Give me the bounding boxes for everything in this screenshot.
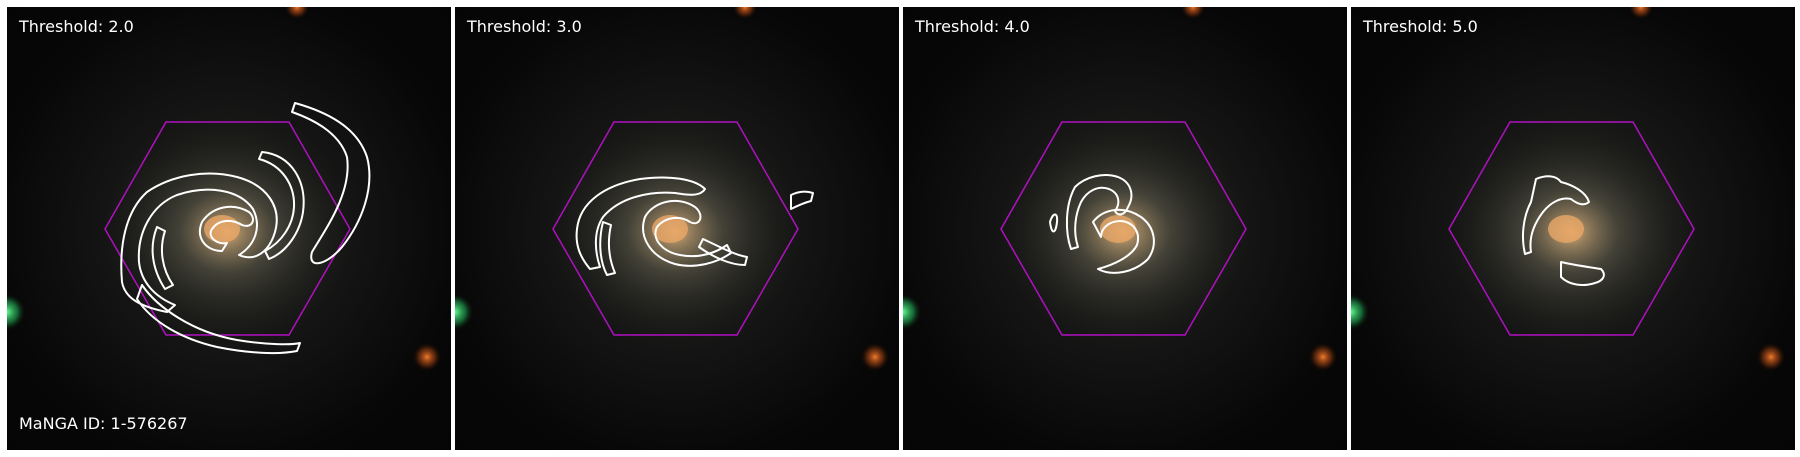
contour-outer-arm <box>291 102 371 265</box>
green-star <box>1351 294 1369 330</box>
galaxy-core <box>1100 215 1136 243</box>
threshold-label: Threshold: 2.0 <box>19 17 134 36</box>
threshold-panel-2: Threshold: 3.0 <box>455 7 899 450</box>
orange-star-top <box>1181 7 1205 19</box>
contour-lower-arm <box>136 284 301 355</box>
contour-lower-arm <box>1092 208 1155 274</box>
contour-group <box>1522 175 1605 286</box>
green-star <box>7 294 25 330</box>
galaxy-core <box>204 215 240 243</box>
green-star <box>455 294 473 330</box>
contour-small-blob <box>790 190 814 210</box>
contour-upper-arm <box>1522 175 1590 255</box>
threshold-panel-4: Threshold: 5.0 <box>1351 7 1795 450</box>
contour-group <box>120 102 371 355</box>
orange-star-top <box>1629 7 1653 19</box>
contour-core-arm <box>199 205 254 252</box>
orange-star <box>861 343 889 371</box>
ifu-hexagon <box>552 121 799 336</box>
threshold-label: Threshold: 5.0 <box>1363 17 1478 36</box>
galaxy-image-4 <box>1351 7 1785 371</box>
contour-left-strand <box>151 226 174 290</box>
contour-small-blob <box>1049 213 1059 233</box>
threshold-panel-3: Threshold: 4.0 <box>903 7 1347 450</box>
contour-upper-arm <box>575 176 706 270</box>
contour-core-spiral <box>642 199 732 267</box>
threshold-label: Threshold: 4.0 <box>915 17 1030 36</box>
orange-star-top <box>733 7 757 19</box>
contour-upper-arm <box>1065 174 1133 250</box>
threshold-panel-1: Threshold: 2.0 MaNGA ID: 1-576267 <box>7 7 451 450</box>
galaxy-image-3 <box>903 7 1337 371</box>
contour-lower-arm <box>1560 261 1605 286</box>
contour-group <box>1049 174 1155 274</box>
green-star <box>903 294 921 330</box>
contour-right-blob <box>698 238 748 266</box>
orange-star <box>1757 343 1785 371</box>
ifu-hexagon <box>1448 121 1695 336</box>
galaxy-core <box>1548 215 1584 243</box>
ifu-hexagon <box>104 121 351 336</box>
threshold-label: Threshold: 3.0 <box>467 17 582 36</box>
contour-group <box>575 176 814 276</box>
orange-star-top <box>285 7 309 19</box>
ifu-hexagon <box>1000 121 1247 336</box>
contour-inner-spiral <box>120 172 278 313</box>
manga-id-label: MaNGA ID: 1-576267 <box>19 414 188 433</box>
galaxy-image-2 <box>455 7 889 371</box>
contour-left-fragment <box>599 221 616 276</box>
orange-star <box>1309 343 1337 371</box>
orange-star <box>413 343 441 371</box>
galaxy-image-1 <box>7 7 441 371</box>
contour-right-arc <box>258 151 305 260</box>
